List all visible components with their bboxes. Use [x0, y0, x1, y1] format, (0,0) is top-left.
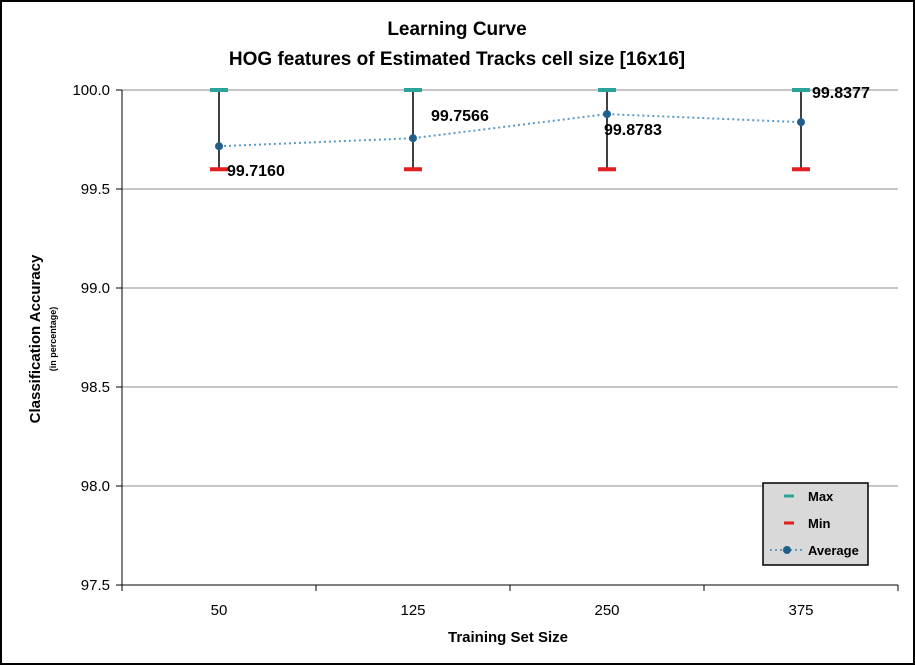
- x-tick-labels: 50 125 250 375: [211, 602, 814, 619]
- data-label: 99.8783: [604, 122, 662, 139]
- grid-lines: [122, 89, 898, 487]
- y-tick-label: 97.5: [81, 577, 110, 594]
- x-tick-label: 125: [400, 602, 425, 619]
- legend-box: [762, 482, 869, 566]
- y-tick-label: 98.0: [81, 478, 110, 495]
- x-axis-label: Training Set Size: [448, 629, 568, 646]
- legend-min-label: Min: [808, 516, 830, 531]
- x-tick-label: 250: [594, 602, 619, 619]
- average-series: [215, 110, 805, 151]
- legend-max-label: Max: [808, 489, 834, 504]
- y-tick-labels: 97.5 98.0 98.5 99.0 99.5 100.0: [72, 82, 110, 594]
- legend: Max Min Average: [762, 482, 869, 566]
- data-label: 99.7160: [227, 163, 285, 180]
- y-tick-label: 99.0: [81, 280, 110, 297]
- data-labels: 99.7160 99.7566 99.8783 99.8377: [227, 85, 870, 180]
- y-tick-label: 100.0: [72, 82, 110, 99]
- error-bars: [210, 88, 810, 172]
- x-tick-label: 375: [788, 602, 813, 619]
- data-label: 99.7566: [431, 108, 489, 125]
- x-tick-label: 50: [211, 602, 228, 619]
- chart-subtitle: HOG features of Estimated Tracks cell si…: [229, 49, 685, 70]
- y-tick-label: 98.5: [81, 379, 110, 396]
- average-point: [797, 118, 805, 127]
- y-axis-label: Classification Accuracy: [27, 254, 44, 423]
- axes: [116, 89, 899, 591]
- chart-title: Learning Curve: [387, 19, 526, 40]
- data-label: 99.8377: [812, 85, 870, 102]
- average-point: [409, 134, 417, 143]
- average-line: [218, 113, 802, 148]
- legend-average-marker: [783, 546, 791, 554]
- average-point: [215, 142, 223, 151]
- y-axis-sublabel: (in percentage): [48, 307, 58, 372]
- legend-average-label: Average: [808, 543, 859, 558]
- average-point: [603, 110, 611, 119]
- y-tick-label: 99.5: [81, 181, 110, 198]
